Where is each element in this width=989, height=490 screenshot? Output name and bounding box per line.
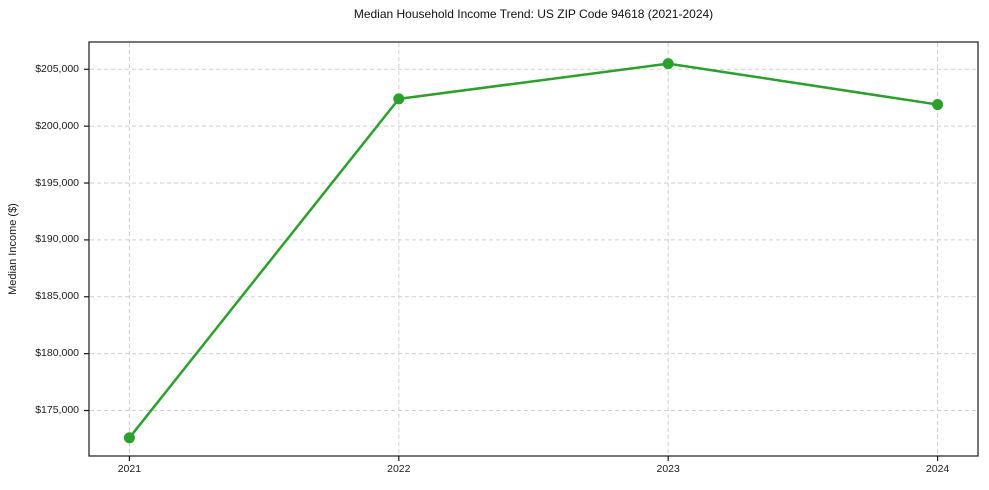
y-tick-label: $175,000	[35, 404, 79, 416]
data-point-2021	[123, 432, 135, 444]
x-tick-label: 2024	[925, 463, 950, 475]
data-point-2022	[393, 93, 405, 105]
y-tick-label: $185,000	[35, 290, 79, 303]
y-tick-label: $190,000	[35, 233, 79, 246]
data-point-2023	[662, 58, 674, 70]
data-point-2024	[932, 99, 944, 111]
plot-box	[88, 41, 979, 457]
y-tick-label: $205,000	[35, 62, 79, 75]
x-tick-label: 2022	[387, 463, 411, 475]
x-tick-label: 2023	[656, 463, 680, 475]
y-tick-label: $180,000	[35, 347, 79, 360]
x-tick-label: 2021	[117, 463, 142, 475]
y-tick-label: $200,000	[35, 119, 79, 132]
data-line	[128, 62, 939, 440]
chart-title: Median Household Income Trend: US ZIP Co…	[353, 7, 714, 21]
y-tick-label: $195,000	[35, 176, 79, 189]
